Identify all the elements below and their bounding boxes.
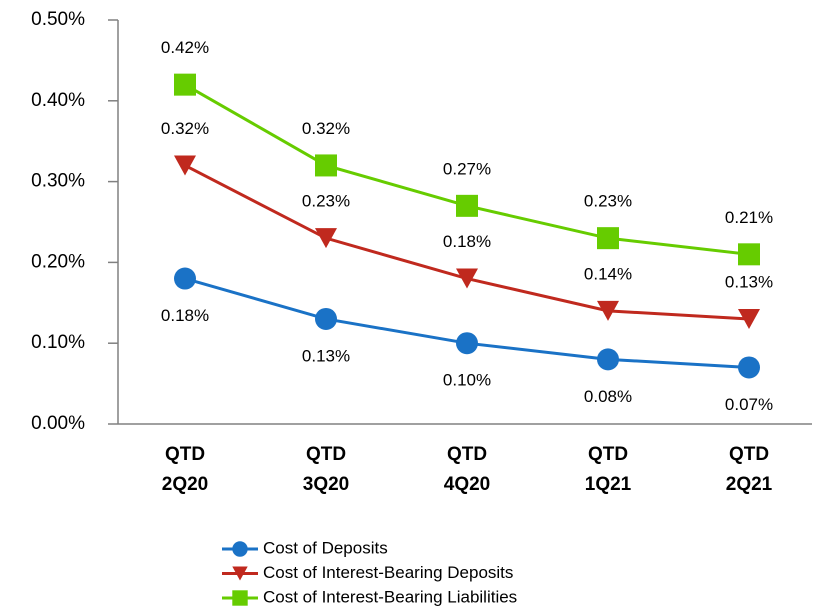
marker — [315, 228, 337, 249]
marker — [456, 332, 478, 355]
data-label: 0.32% — [161, 119, 209, 138]
data-label: 0.27% — [443, 159, 491, 178]
legend-label: Cost of Interest-Bearing Liabilities — [263, 587, 517, 606]
marker — [738, 356, 760, 379]
data-label: 0.23% — [584, 192, 632, 211]
x-tick-label: QTD 2Q21 — [725, 444, 773, 495]
data-label: 0.07% — [725, 395, 773, 414]
marker — [174, 267, 196, 290]
data-label: 0.42% — [161, 38, 209, 57]
data-label: 0.32% — [302, 119, 350, 138]
y-tick-label: 0.30% — [31, 171, 85, 192]
data-label: 0.13% — [725, 272, 773, 291]
marker — [597, 300, 619, 321]
marker — [232, 566, 248, 581]
data-label: 0.23% — [302, 192, 350, 211]
data-label: 0.13% — [302, 346, 350, 365]
y-tick-label: 0.50% — [31, 9, 85, 30]
marker — [597, 227, 619, 250]
y-tick-label: 0.20% — [31, 251, 85, 272]
marker — [174, 73, 196, 96]
marker — [456, 194, 478, 217]
x-tick-label: QTD 3Q20 — [302, 444, 350, 495]
x-tick-label: QTD 1Q21 — [584, 444, 632, 495]
data-label: 0.08% — [584, 387, 632, 406]
data-label: 0.21% — [725, 208, 773, 227]
marker — [456, 268, 478, 289]
marker — [315, 154, 337, 177]
marker — [738, 308, 760, 329]
marker — [232, 541, 248, 557]
marker — [174, 155, 196, 176]
data-label: 0.10% — [443, 371, 491, 390]
data-label: 0.18% — [161, 306, 209, 325]
data-label: 0.18% — [443, 232, 491, 251]
legend-label: Cost of Interest-Bearing Deposits — [263, 563, 513, 582]
marker — [232, 590, 248, 606]
marker — [597, 348, 619, 371]
y-tick-label: 0.10% — [31, 332, 85, 353]
marker — [738, 243, 760, 266]
y-tick-label: 0.00% — [31, 413, 85, 434]
x-tick-label: QTD 2Q20 — [161, 444, 209, 495]
data-label: 0.14% — [584, 264, 632, 283]
x-tick-label: QTD 4Q20 — [443, 444, 491, 495]
marker — [315, 307, 337, 330]
y-tick-label: 0.40% — [31, 90, 85, 111]
legend-label: Cost of Deposits — [263, 538, 388, 557]
